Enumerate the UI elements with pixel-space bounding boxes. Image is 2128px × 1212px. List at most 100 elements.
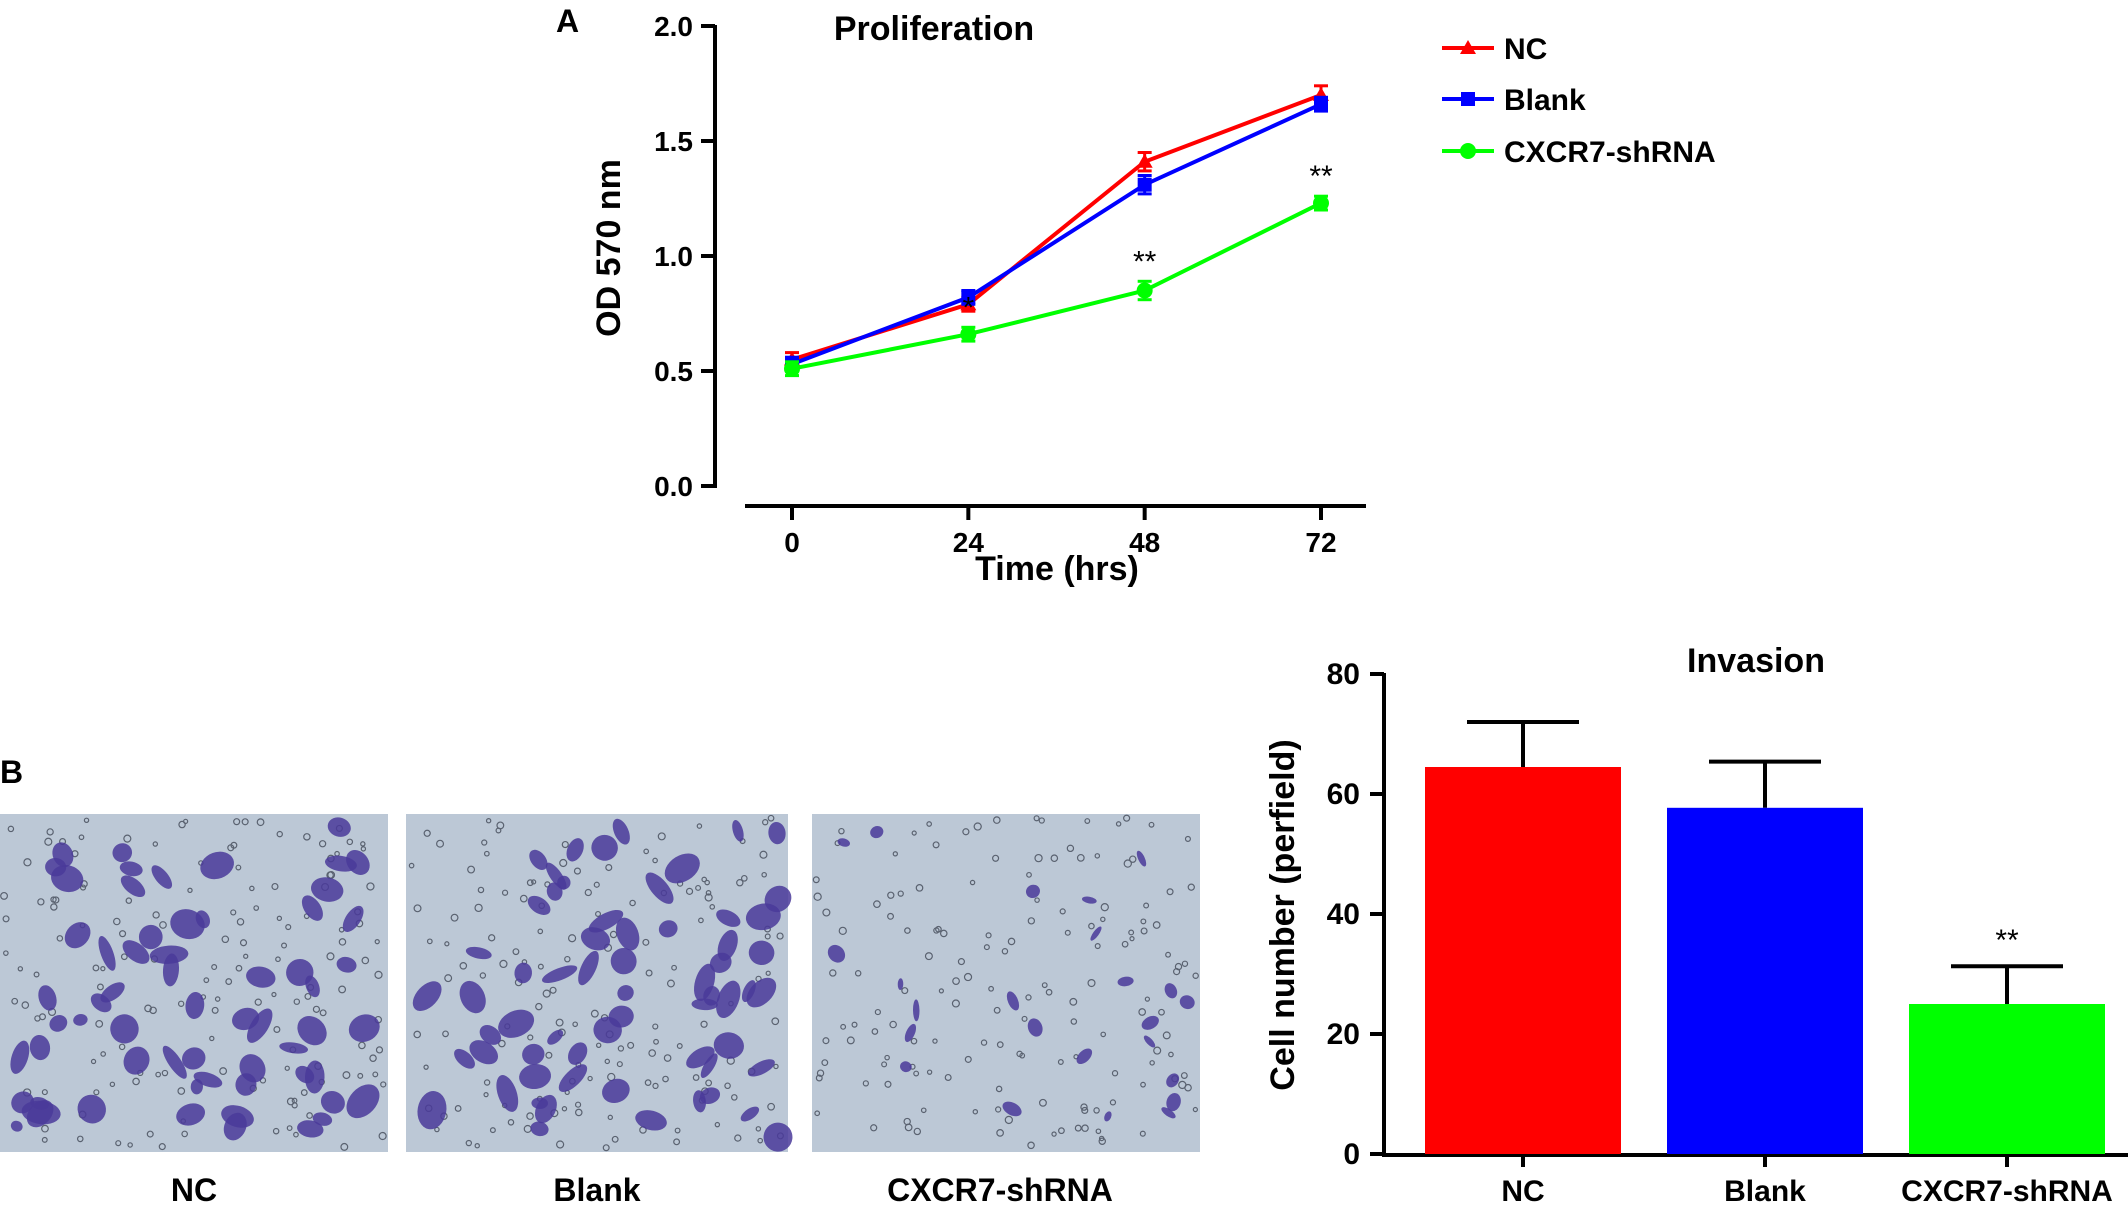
pore <box>926 821 932 827</box>
pore <box>776 932 784 940</box>
pore <box>233 818 241 826</box>
pore <box>78 834 85 841</box>
pore <box>1153 1046 1162 1055</box>
panel-label-b: B <box>0 754 23 790</box>
stained-cell <box>11 1091 34 1114</box>
stained-cell <box>1161 1107 1176 1119</box>
pore <box>549 986 557 994</box>
pore <box>1034 897 1040 903</box>
micrograph-caption-blank: Blank <box>553 1172 640 1208</box>
pore <box>159 921 167 929</box>
stained-cell <box>301 895 323 921</box>
stained-cell <box>530 1121 549 1137</box>
pore <box>652 857 658 864</box>
stained-cell <box>336 956 357 973</box>
pore <box>442 1030 449 1038</box>
pore <box>913 1070 920 1077</box>
pore <box>413 1030 422 1039</box>
proliferation-x-tick-label: 0 <box>784 527 800 558</box>
pore <box>964 1055 972 1063</box>
pore <box>372 1071 379 1078</box>
data-point <box>1314 97 1328 112</box>
pore <box>519 894 528 903</box>
pore <box>178 820 186 829</box>
pore <box>1100 903 1109 912</box>
pore <box>37 898 45 906</box>
stained-cell <box>479 1025 502 1045</box>
pore <box>604 1058 611 1065</box>
pore <box>155 1071 162 1078</box>
proliferation-x-tick-label: 72 <box>1305 527 1336 558</box>
pore <box>235 964 243 972</box>
pore <box>481 839 488 846</box>
pore <box>119 930 127 938</box>
pore <box>629 899 636 907</box>
pore <box>963 972 973 982</box>
stained-cell <box>279 1042 309 1054</box>
pore <box>1162 1031 1171 1040</box>
pore <box>100 966 106 972</box>
pore <box>33 971 40 978</box>
series-line-cxcr7-shrna <box>791 201 1322 371</box>
pore <box>1038 1098 1047 1107</box>
stained-cell <box>247 1008 273 1043</box>
pore <box>564 955 571 963</box>
stained-cell <box>223 1112 247 1141</box>
pore <box>284 1065 290 1071</box>
pore <box>602 1144 610 1152</box>
pore <box>230 909 237 916</box>
proliferation-annotations: ***** <box>962 160 1333 324</box>
pore <box>815 1074 823 1082</box>
stained-cell <box>304 1060 325 1094</box>
pore <box>561 840 569 849</box>
pore <box>338 938 347 946</box>
pore <box>595 1042 602 1049</box>
pore <box>531 879 537 885</box>
pore <box>1128 929 1135 936</box>
stained-cell <box>897 978 904 991</box>
stained-cell <box>1136 850 1147 867</box>
pore <box>182 818 189 824</box>
stained-cell <box>716 980 741 1019</box>
pore <box>254 998 262 1006</box>
stained-cell <box>716 909 741 927</box>
pore <box>1139 1130 1146 1137</box>
bar-cxcr7-shrna <box>1909 1004 2105 1154</box>
pore <box>1026 871 1032 878</box>
invasion-axes <box>1370 672 2128 1167</box>
pore <box>1059 908 1066 915</box>
pore <box>346 838 354 846</box>
stained-cell <box>546 882 563 901</box>
pore <box>249 885 255 892</box>
pore <box>617 1045 625 1052</box>
pore <box>149 1006 157 1015</box>
invasion-x-tick-label: NC <box>1501 1175 1544 1208</box>
stained-cell <box>181 1047 206 1070</box>
pore <box>874 1008 881 1016</box>
pore <box>293 1131 299 1138</box>
pore <box>870 1124 878 1132</box>
stained-cell <box>588 909 624 933</box>
pore <box>555 1018 564 1027</box>
micrograph-nc <box>0 814 388 1152</box>
stained-cell <box>465 946 492 960</box>
pore <box>1057 1059 1064 1065</box>
pore <box>100 1051 107 1057</box>
pore <box>1148 821 1155 828</box>
pore <box>574 1101 582 1108</box>
stained-cell <box>541 965 578 984</box>
stained-cell <box>454 1048 475 1069</box>
pore <box>587 1075 593 1082</box>
pore <box>1174 962 1183 971</box>
stained-cell <box>162 953 180 987</box>
stained-cell <box>1104 1111 1112 1122</box>
stained-cell <box>10 1120 23 1132</box>
pore <box>724 1082 731 1090</box>
pore <box>616 1061 623 1068</box>
invasion-x-tick-label: CXCR7-shRNA <box>1901 1175 2113 1208</box>
proliferation-tick-labels: 0.0 0.5 1.0 1.5 2.0 0 24 48 72 <box>654 11 1337 558</box>
pore <box>1158 1008 1165 1016</box>
pore <box>913 1127 922 1136</box>
stained-cell <box>232 1007 260 1031</box>
stained-cell <box>699 1087 721 1105</box>
